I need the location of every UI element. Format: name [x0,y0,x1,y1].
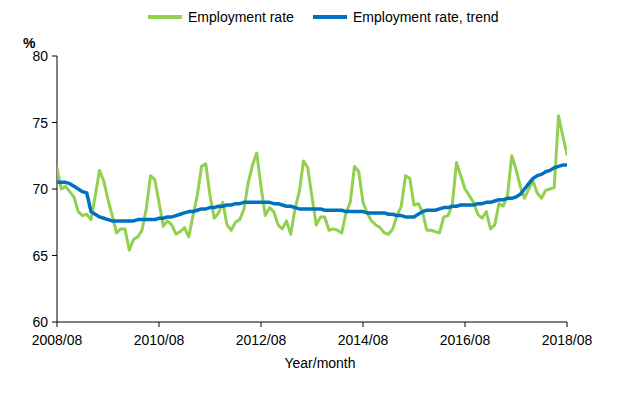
legend: Employment rate Employment rate, trend [148,9,499,25]
y-tick [52,122,57,123]
y-tick-label: 65 [32,248,48,264]
y-tick [52,322,57,323]
series-line [57,165,567,221]
x-tick-label: 2008/08 [32,332,83,348]
x-axis [57,322,567,323]
y-tick-label: 60 [32,314,48,330]
y-tick [52,255,57,256]
x-tick [261,322,262,327]
legend-label: Employment rate [188,9,294,25]
legend-swatch [313,15,347,19]
legend-swatch [148,15,182,19]
y-tick [52,56,57,57]
plot-lines [57,116,567,250]
y-tick [52,189,57,190]
x-tick-label: 2014/08 [338,332,389,348]
x-tick-label: 2018/08 [542,332,593,348]
chart: 60657075802008/082010/082012/082014/0820… [0,0,617,394]
x-tick-label: 2010/08 [134,332,185,348]
y-axis [57,56,58,322]
x-tick-label: 2012/08 [236,332,287,348]
x-tick [57,322,58,327]
x-tick [567,322,568,327]
series-line [57,116,567,250]
y-tick-label: 75 [32,115,48,131]
x-tick-label: 2016/08 [440,332,491,348]
y-tick-label: 70 [32,181,48,197]
legend-label: Employment rate, trend [353,9,499,25]
x-tick [159,322,160,327]
y-unit-label: % [23,35,36,51]
x-axis-label: Year/month [284,355,355,371]
x-tick [363,322,364,327]
x-tick [465,322,466,327]
